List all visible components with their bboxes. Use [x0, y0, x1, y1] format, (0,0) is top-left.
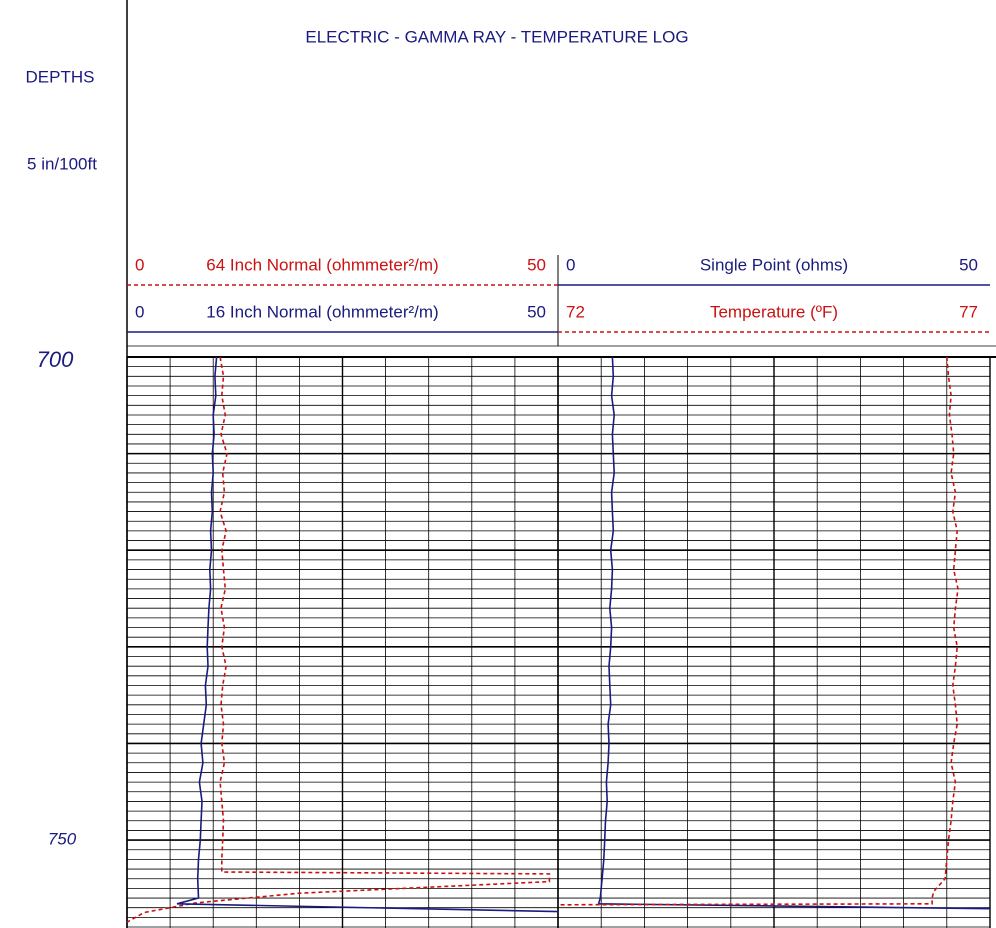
scale-max: 50: [527, 302, 546, 321]
depth-label: DEPTHS: [26, 67, 95, 86]
scale-min: 72: [566, 302, 585, 321]
depth-tick-label: 700: [37, 347, 74, 372]
log-curve: [176, 356, 559, 913]
scale-min: 0: [566, 255, 575, 274]
log-curve: [597, 356, 991, 910]
curve-name: Temperature (ºF): [710, 302, 838, 321]
scale-max: 50: [959, 255, 978, 274]
curve-name: 64 Inch Normal (ohmmeter²/m): [206, 255, 438, 274]
log-curve: [126, 356, 551, 923]
scale-label: 5 in/100ft: [27, 154, 97, 173]
scale-min: 0: [135, 255, 144, 274]
curve-name: 16 Inch Normal (ohmmeter²/m): [206, 302, 438, 321]
chart-title: ELECTRIC - GAMMA RAY - TEMPERATURE LOG: [305, 27, 688, 46]
scale-max: 50: [527, 255, 546, 274]
scale-max: 77: [959, 302, 978, 321]
depth-tick-label: 750: [48, 830, 77, 849]
log-curve: [557, 356, 959, 906]
curve-name: Single Point (ohms): [700, 255, 848, 274]
scale-min: 0: [135, 302, 144, 321]
